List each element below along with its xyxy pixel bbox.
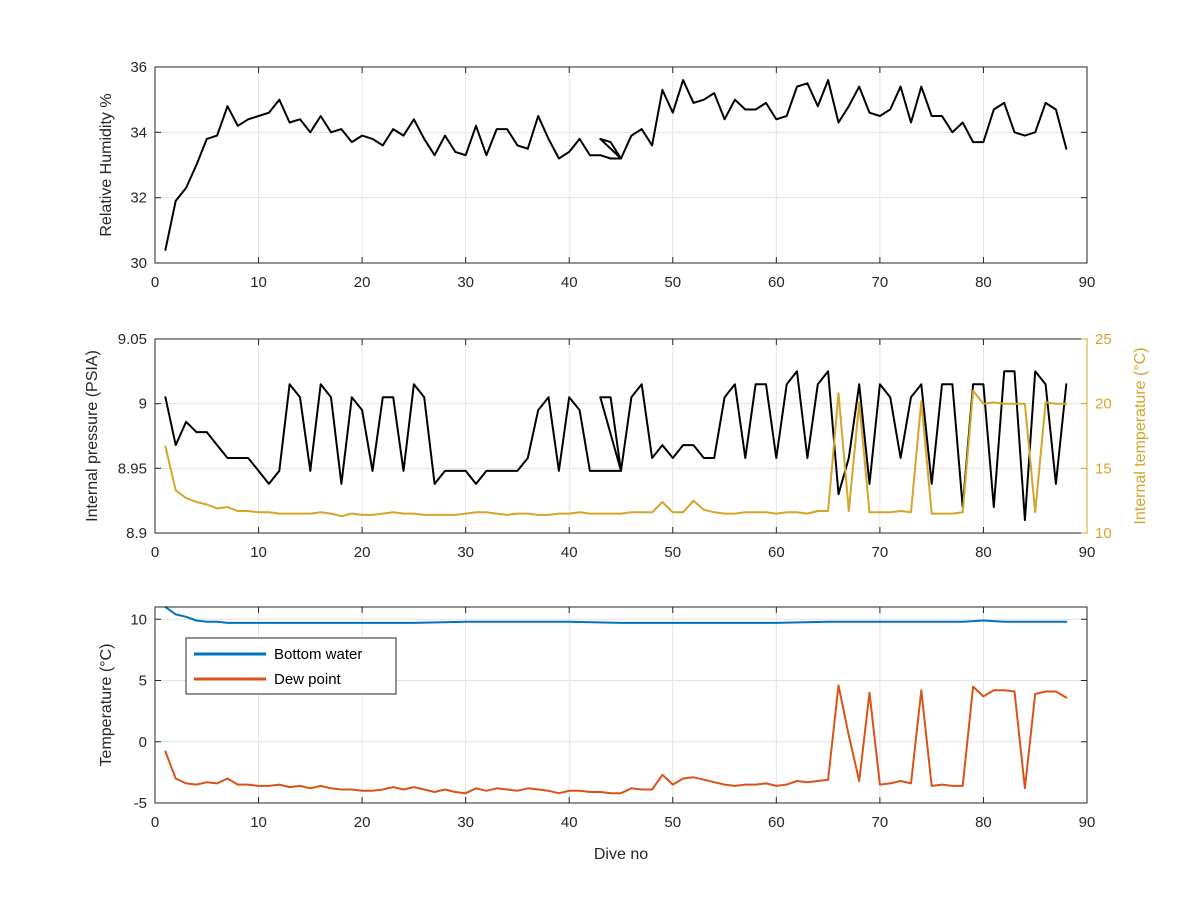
x-tick-label: 60 <box>768 544 785 561</box>
x-tick-label: 20 <box>354 274 371 291</box>
y-axis-label: Relative Humidity % <box>98 93 115 236</box>
x-tick-label: 0 <box>151 274 159 291</box>
subplot-2: 0 10 20 30 40 50 60 70 80 90 8.9 8.95 9 9.05 10 15 20 25 I… <box>84 331 1149 561</box>
y-tick-label: 32 <box>130 190 147 207</box>
x-tick-label: 90 <box>1079 544 1096 561</box>
x-tick-label: 50 <box>664 814 681 831</box>
x-tick-label: 60 <box>768 274 785 291</box>
axes-frame <box>154 66 1088 264</box>
y-tick-label: 8.95 <box>118 460 147 477</box>
y-tick-label: 10 <box>130 611 147 628</box>
y2-tick-label: 15 <box>1095 460 1112 477</box>
y-tick-label: 5 <box>139 673 147 690</box>
x-tick-label: 50 <box>664 274 681 291</box>
x-tick-label: 70 <box>872 814 889 831</box>
x-tick-label: 80 <box>975 544 992 561</box>
y-axis-label: Internal pressure (PSIA) <box>84 350 101 522</box>
x-tick-label: 80 <box>975 814 992 831</box>
x-tick-label: 90 <box>1079 274 1096 291</box>
x-tick-label: 90 <box>1079 814 1096 831</box>
series-dew-point-line <box>164 684 1068 795</box>
legend-label-dew-point: Dew point <box>274 671 342 688</box>
x-tick-label: 70 <box>872 274 889 291</box>
series-2-2-line <box>164 389 1068 518</box>
series-2-1-line <box>164 370 1068 522</box>
x-tick-label: 30 <box>457 544 474 561</box>
x-tick-label: 70 <box>872 544 889 561</box>
x-tick-label: 10 <box>250 814 267 831</box>
y-tick-label: 9 <box>139 396 147 413</box>
y2-axis-label: Internal temperature (°C) <box>1132 347 1149 524</box>
legend: Bottom water Dew point <box>185 637 397 695</box>
y-tick-label: 0 <box>139 734 147 751</box>
y-tick-label: 36 <box>130 59 147 76</box>
legend-label-bottom-water: Bottom water <box>274 646 362 663</box>
y-axis-label: Temperature (°C) <box>98 644 115 767</box>
axes-frame <box>154 606 1088 804</box>
y-tick-label: 34 <box>130 124 147 141</box>
x-tick-label: 40 <box>561 274 578 291</box>
x-tick-label: 50 <box>664 544 681 561</box>
x-tick-label: 0 <box>151 544 159 561</box>
x-axis-label: Dive no <box>594 846 648 863</box>
legend-box <box>185 637 397 695</box>
series-1-1-line <box>164 79 1068 251</box>
y2-tick-label: 20 <box>1095 396 1112 413</box>
x-tick-label: 40 <box>561 544 578 561</box>
x-tick-label: 10 <box>250 274 267 291</box>
x-tick-label: 10 <box>250 544 267 561</box>
x-tick-label: 20 <box>354 814 371 831</box>
axes-background <box>155 339 1087 533</box>
y-tick-label: 9.05 <box>118 331 147 348</box>
x-tick-label: 40 <box>561 814 578 831</box>
axes-background <box>155 607 1087 803</box>
subplot-1: 0 10 20 30 40 50 60 70 80 90 30 32 34 36 Relative Humi… <box>98 59 1095 291</box>
x-tick-label: 30 <box>457 274 474 291</box>
y-tick-label: 30 <box>130 255 147 272</box>
y-tick-label: 8.9 <box>126 525 147 542</box>
series-bottom-water-line <box>164 606 1068 624</box>
y-tick-label: -5 <box>134 795 147 812</box>
y2-tick-label: 25 <box>1095 331 1112 348</box>
x-tick-label: 30 <box>457 814 474 831</box>
x-tick-label: 80 <box>975 274 992 291</box>
x-tick-label: 60 <box>768 814 785 831</box>
x-tick-label: 0 <box>151 814 159 831</box>
axes-background <box>155 67 1087 263</box>
y2-tick-label: 10 <box>1095 525 1112 542</box>
x-tick-label: 20 <box>354 544 371 561</box>
